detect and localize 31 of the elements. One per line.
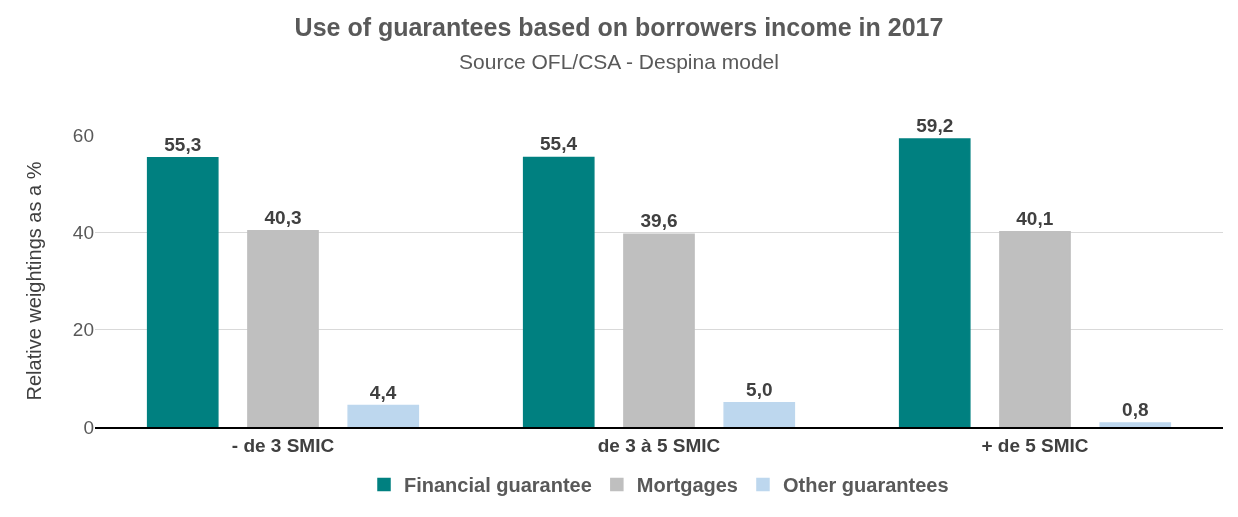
data-label: 40,3 — [264, 206, 302, 228]
data-label: 55,4 — [540, 133, 578, 155]
data-label: 39,6 — [640, 210, 678, 232]
data-label: 5,0 — [746, 378, 773, 400]
y-axis-title: Relative weightings as a % — [23, 161, 46, 401]
bar — [723, 401, 796, 427]
x-tick-label: + de 5 SMIC — [981, 434, 1089, 456]
bar — [146, 157, 219, 427]
bar — [247, 230, 319, 427]
data-label: 40,1 — [1016, 207, 1054, 229]
data-label: 59,2 — [916, 114, 954, 136]
bar — [1099, 422, 1172, 427]
legend-label: Mortgages — [636, 474, 738, 497]
bar — [623, 233, 695, 427]
data-label: 4,4 — [369, 381, 397, 403]
x-tick-label: de 3 à 5 SMIC — [597, 434, 721, 456]
bar — [522, 156, 595, 427]
bar — [999, 231, 1071, 427]
chart-subtitle: Source OFL/CSA - Despina model — [459, 49, 779, 73]
chart-title: Use of guarantees based on borrowers income in 2017 — [294, 13, 944, 42]
y-tick-label: 60 — [72, 124, 94, 146]
data-label: 55,3 — [164, 133, 202, 155]
y-tick-label: 20 — [72, 319, 94, 341]
bar — [347, 404, 420, 427]
y-tick-label: 0 — [83, 416, 94, 438]
y-tick-label: 40 — [72, 221, 94, 243]
bar — [898, 138, 971, 427]
legend-label: Financial guarantee — [404, 474, 592, 497]
x-tick-label: - de 3 SMIC — [231, 434, 335, 456]
data-label: 0,8 — [1122, 399, 1149, 421]
legend-label: Other guarantees — [782, 474, 949, 497]
